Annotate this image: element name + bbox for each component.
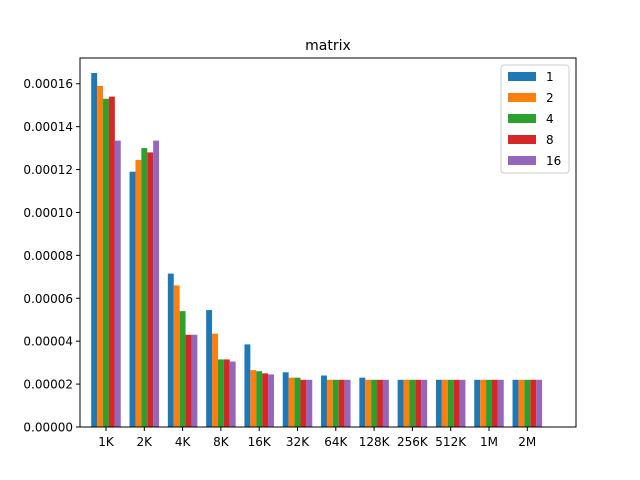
bar-series-1-256K (397, 379, 404, 427)
bar-series-8-128K (377, 379, 383, 427)
legend-swatch-1 (508, 72, 536, 81)
x-tick-label: 256K (397, 435, 429, 449)
bar-series-2-128K (365, 379, 372, 427)
bar-series-4-512K (447, 379, 454, 427)
y-tick-label: 0.00002 (23, 378, 73, 392)
x-tick-label: 8K (213, 435, 230, 449)
bar-series-4-64K (332, 379, 339, 427)
x-tick-label: 2M (518, 435, 536, 449)
bar-series-8-32K (300, 379, 307, 427)
bar-series-8-2K (147, 152, 154, 427)
bar-series-16-1K (114, 140, 121, 427)
bar-series-16-16K (268, 374, 274, 427)
bar-series-16-1M (497, 379, 504, 427)
bar-series-8-64K (338, 379, 345, 427)
bar-series-4-2K (141, 148, 148, 427)
y-tick-label: 0.00010 (23, 206, 73, 220)
x-tick-label: 16K (248, 435, 272, 449)
bar-series-1-2K (129, 171, 136, 427)
bar-series-16-256K (421, 379, 428, 427)
bar-series-1-16K (244, 344, 251, 427)
y-tick-label: 0.00008 (23, 249, 73, 263)
chart-title: matrix (305, 38, 351, 54)
bar-series-16-128K (382, 379, 389, 427)
bar-series-8-512K (453, 379, 460, 427)
x-tick-label: 32K (286, 435, 310, 449)
bar-series-1-8K (206, 310, 213, 427)
x-tick-label: 128K (359, 435, 391, 449)
bar-series-1-1K (91, 73, 98, 428)
bar-series-8-2M (530, 379, 537, 427)
bar-series-1-128K (359, 377, 366, 427)
bar-series-4-2M (524, 379, 531, 427)
bar-series-16-8K (229, 361, 236, 427)
bars-layer (91, 73, 543, 428)
legend-swatch-8 (508, 135, 536, 144)
bar-series-2-32K (288, 377, 295, 427)
bar-series-2-4K (173, 285, 180, 427)
legend-label-8: 8 (546, 133, 554, 147)
bar-series-16-32K (306, 379, 313, 427)
x-tick-label: 4K (175, 435, 192, 449)
legend-swatch-4 (508, 114, 536, 123)
x-tick-label: 1M (480, 435, 498, 449)
bar-series-4-1K (103, 98, 109, 427)
bar-series-2-2K (135, 159, 142, 427)
bar-series-8-16K (262, 373, 269, 427)
bar-series-16-4K (191, 334, 198, 427)
y-tick-label: 0.00006 (23, 292, 73, 306)
bar-series-2-512K (441, 379, 448, 427)
x-tick-label: 512K (435, 435, 467, 449)
legend-swatch-2 (508, 93, 536, 102)
y-tick-label: 0.00000 (23, 421, 73, 435)
x-tick-label: 1K (98, 435, 115, 449)
bar-series-16-512K (459, 379, 466, 427)
legend-label-2: 2 (546, 91, 554, 105)
legend-label-4: 4 (546, 112, 554, 126)
bar-series-1-4K (167, 273, 174, 427)
bar-series-1-512K (435, 379, 442, 427)
x-tick-label: 64K (324, 435, 348, 449)
y-tick-label: 0.00016 (23, 77, 73, 91)
legend: 1 2 4 8 16 (500, 64, 570, 174)
legend-swatch-16 (508, 156, 536, 165)
legend-label-1: 1 (546, 70, 554, 84)
bar-series-2-16K (250, 370, 257, 427)
y-tick-label: 0.00014 (23, 120, 73, 134)
bar-series-4-128K (371, 379, 378, 427)
bar-series-4-32K (294, 377, 301, 427)
bar-series-2-1M (480, 379, 487, 427)
bar-series-16-2K (153, 140, 160, 427)
bar-series-2-8K (212, 333, 218, 427)
plot-frame (79, 57, 577, 428)
bar-series-16-64K (344, 379, 351, 427)
bar-series-4-16K (256, 371, 263, 427)
y-axis-ticks: 0.00000 0.00002 0.00004 0.00006 0.00008 0.000… (23, 77, 80, 435)
bar-series-8-256K (415, 379, 422, 427)
bar-series-8-8K (223, 359, 230, 427)
bar-series-2-64K (326, 379, 333, 427)
bar-series-2-256K (403, 379, 410, 427)
y-tick-label: 0.00004 (23, 335, 73, 349)
bar-series-1-2M (512, 379, 519, 427)
bar-series-4-256K (409, 379, 416, 427)
bar-series-8-4K (185, 334, 192, 427)
bar-series-1-1M (474, 379, 481, 427)
x-tick-label: 2K (137, 435, 154, 449)
bar-series-16-2M (536, 379, 543, 427)
bar-series-8-1K (108, 96, 115, 428)
legend-label-16: 16 (546, 154, 561, 168)
bar-series-4-1M (486, 379, 492, 427)
bar-series-4-4K (179, 311, 186, 427)
bar-series-1-64K (321, 375, 327, 427)
y-tick-label: 0.00012 (23, 163, 73, 177)
bar-series-2-2M (518, 379, 525, 427)
bar-series-1-32K (282, 372, 289, 427)
bar-series-2-1K (97, 85, 104, 427)
x-axis-ticks: 1K 2K 4K 8K 16K 32K 64K 128K 256K 512K 1M 2M (98, 427, 536, 449)
bar-series-8-1M (491, 379, 498, 427)
bar-series-4-8K (217, 359, 224, 427)
